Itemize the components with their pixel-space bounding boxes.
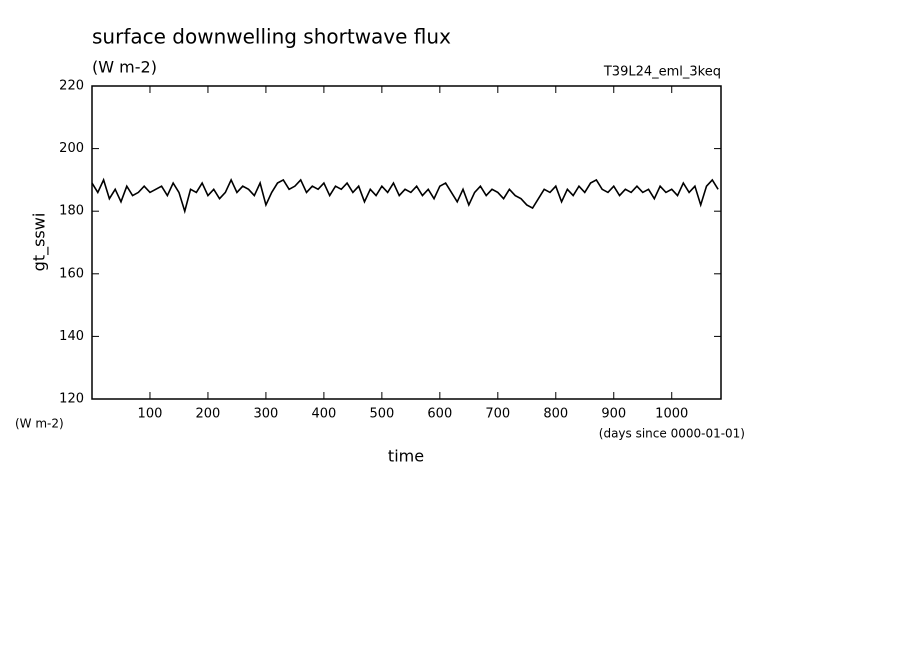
x-tick-label: 600 bbox=[427, 407, 452, 422]
x-axis-label: time bbox=[388, 447, 424, 466]
x-tick-label: 100 bbox=[138, 407, 163, 422]
data-line bbox=[91, 177, 719, 215]
y-tick-label: 220 bbox=[59, 79, 84, 94]
y-tick-label: 140 bbox=[59, 329, 84, 344]
y-tick-label: 180 bbox=[59, 204, 84, 219]
x-tick-label: 800 bbox=[543, 407, 568, 422]
x-tick-label: 900 bbox=[601, 407, 626, 422]
y-tick-label: 160 bbox=[59, 266, 84, 281]
x-tick-label: 400 bbox=[311, 407, 336, 422]
y-axis-label: gt_sswi bbox=[30, 213, 50, 272]
x-tick-label: 200 bbox=[196, 407, 221, 422]
y-tick-label: 200 bbox=[59, 141, 84, 156]
chart-title: surface downwelling shortwave flux bbox=[92, 25, 451, 49]
plot-frame bbox=[91, 85, 722, 400]
x-tick-label: 300 bbox=[254, 407, 279, 422]
chart-subtitle: (W m-2) bbox=[92, 58, 157, 77]
y-tick-label: 120 bbox=[59, 392, 84, 407]
x-unit-label: (days since 0000-01-01) bbox=[599, 427, 745, 441]
x-tick-label: 1000 bbox=[655, 407, 688, 422]
y-unit-label: (W m-2) bbox=[15, 417, 64, 431]
x-tick-label: 500 bbox=[369, 407, 394, 422]
annotation: T39L24_eml_3keq bbox=[603, 65, 721, 80]
x-tick-label: 700 bbox=[485, 407, 510, 422]
